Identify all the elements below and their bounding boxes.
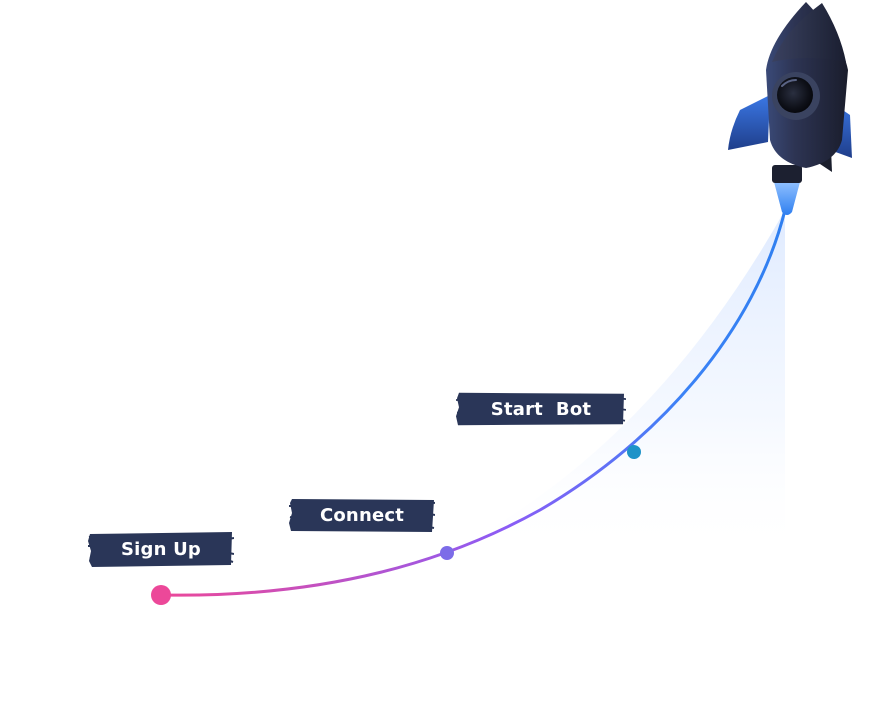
- step-point-sign-up: [151, 585, 171, 605]
- rocket-nozzle: [772, 165, 802, 183]
- step-point-connect: [440, 546, 454, 560]
- step-label-text: Start Bot: [490, 398, 592, 420]
- step-label-start-bot: Start Bot: [456, 391, 626, 427]
- step-label-connect: Connect: [289, 497, 435, 533]
- brush-background: [88, 532, 234, 567]
- step-point-start-bot: [627, 445, 641, 459]
- brush-background: [289, 499, 435, 532]
- growth-curve: [159, 208, 787, 597]
- step-label-text: Connect: [319, 504, 405, 526]
- step-label-sign-up: Sign Up: [88, 531, 234, 567]
- rocket-porthole: [777, 77, 813, 113]
- brush-background: [456, 392, 626, 426]
- step-label-text: Sign Up: [120, 538, 201, 560]
- curve-glow: [448, 210, 785, 555]
- rocket-flame: [774, 182, 800, 215]
- rocket-fin-left: [728, 95, 770, 150]
- rocket-icon: [728, 2, 852, 215]
- rocket-nose: [772, 3, 846, 62]
